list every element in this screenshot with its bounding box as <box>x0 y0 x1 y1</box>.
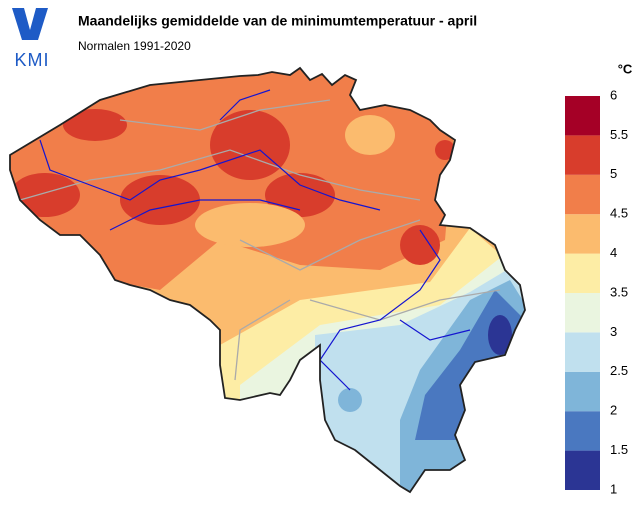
legend-tick-label: 2.5 <box>610 363 628 378</box>
logo-text: KMI <box>14 50 49 70</box>
title: Maandelijks gemiddelde van de minimumtem… <box>78 13 477 29</box>
logo: KMI <box>12 8 49 70</box>
temperature-field <box>10 68 525 492</box>
legend-tick-label: 4 <box>610 245 617 260</box>
legend-tick-label: 1.5 <box>610 442 628 457</box>
legend-swatch <box>565 96 600 136</box>
subtitle: Normalen 1991-2020 <box>78 39 191 53</box>
legend-swatch <box>565 332 600 372</box>
legend-swatch <box>565 253 600 293</box>
logo-mark <box>12 8 48 40</box>
legend-tick-label: 3 <box>610 324 617 339</box>
legend-title: °C <box>618 61 633 76</box>
legend-tick-label: 6 <box>610 87 617 102</box>
legend-swatch <box>565 135 600 175</box>
legend-swatch <box>565 293 600 333</box>
legend-swatch <box>565 450 600 490</box>
legend-tick-label: 5.5 <box>610 127 628 142</box>
legend-swatch <box>565 174 600 215</box>
legend-tick-label: 2 <box>610 403 617 418</box>
legend-swatch <box>565 411 600 451</box>
legend-tick-label: 4.5 <box>610 206 628 221</box>
legend-swatch <box>565 371 600 412</box>
legend-tick-label: 5 <box>610 166 617 181</box>
legend-tick-label: 3.5 <box>610 284 628 299</box>
legend-swatch <box>565 214 600 254</box>
legend-tick-label: 1 <box>610 481 617 496</box>
